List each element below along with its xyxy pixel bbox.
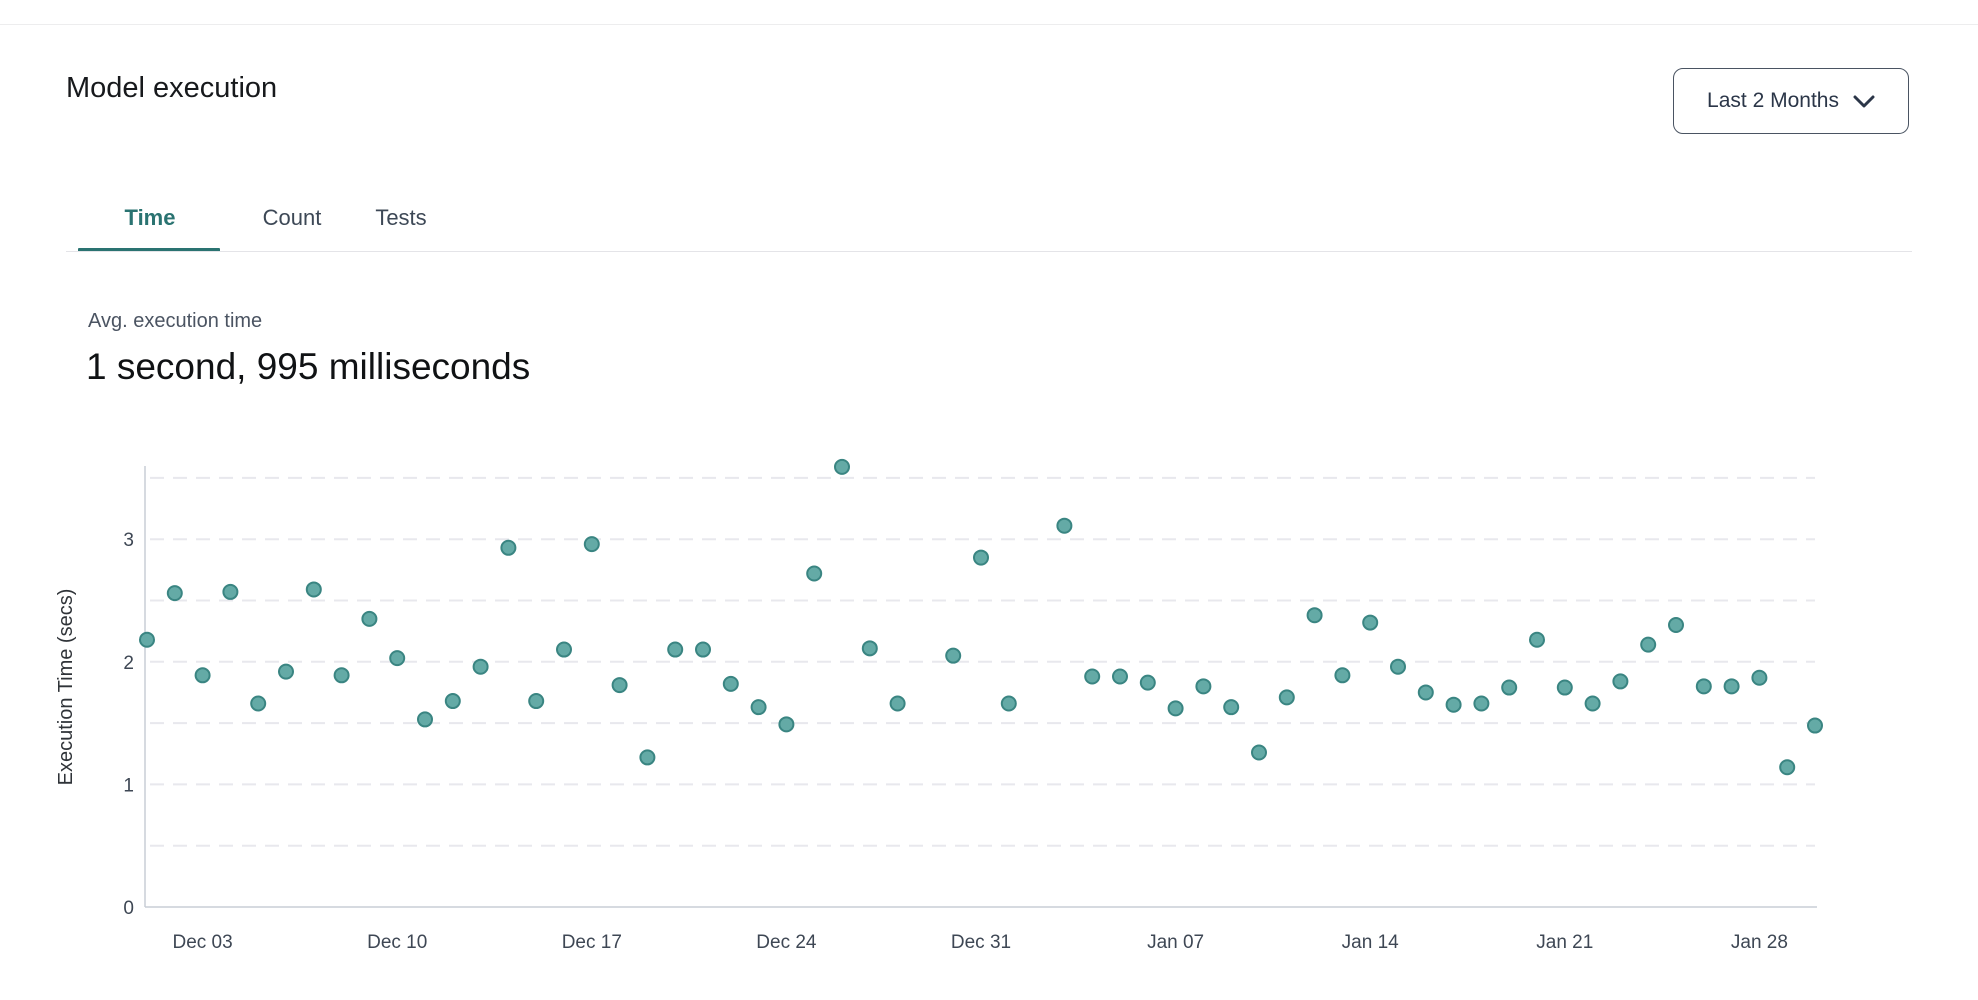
data-point[interactable] bbox=[1112, 668, 1128, 685]
y-tick-label: 1 bbox=[123, 775, 134, 796]
data-point[interactable] bbox=[361, 610, 378, 627]
data-point[interactable] bbox=[973, 549, 989, 566]
data-point[interactable] bbox=[1334, 667, 1351, 684]
data-point[interactable] bbox=[305, 581, 322, 598]
data-point[interactable] bbox=[1167, 700, 1184, 717]
data-point[interactable] bbox=[611, 677, 628, 694]
data-point[interactable] bbox=[1278, 689, 1295, 706]
data-point[interactable] bbox=[222, 583, 239, 600]
data-point[interactable] bbox=[1445, 696, 1462, 713]
data-point[interactable] bbox=[139, 631, 155, 648]
x-tick-label: Dec 24 bbox=[756, 932, 817, 953]
page-title: Model execution bbox=[66, 72, 278, 104]
data-point[interactable] bbox=[639, 749, 656, 766]
data-point[interactable] bbox=[1556, 679, 1573, 696]
y-tick-label: 0 bbox=[123, 898, 134, 919]
avg-execution-time-value: 1 second, 995 milliseconds bbox=[86, 346, 531, 387]
x-tick-label: Jan 07 bbox=[1147, 932, 1204, 953]
data-point[interactable] bbox=[583, 536, 600, 553]
top-divider bbox=[0, 24, 1978, 25]
data-point[interactable] bbox=[1501, 679, 1518, 696]
data-point[interactable] bbox=[1473, 695, 1490, 712]
data-point[interactable] bbox=[1195, 678, 1212, 695]
data-point[interactable] bbox=[1417, 684, 1434, 701]
x-tick-label: Dec 10 bbox=[367, 932, 427, 953]
data-point[interactable] bbox=[806, 565, 823, 582]
data-point[interactable] bbox=[389, 650, 406, 667]
data-point[interactable] bbox=[750, 699, 767, 716]
data-point[interactable] bbox=[1640, 636, 1657, 653]
data-point[interactable] bbox=[278, 663, 294, 680]
data-point[interactable] bbox=[834, 458, 850, 475]
data-point[interactable] bbox=[1807, 717, 1823, 734]
data-point[interactable] bbox=[472, 658, 489, 675]
tab-tests[interactable]: Tests bbox=[375, 205, 427, 230]
data-point[interactable] bbox=[1668, 617, 1684, 634]
y-tick-label: 3 bbox=[123, 530, 134, 551]
data-point[interactable] bbox=[500, 539, 517, 556]
data-point[interactable] bbox=[1390, 658, 1406, 675]
x-tick-label: Dec 03 bbox=[172, 932, 232, 953]
data-point[interactable] bbox=[667, 641, 684, 658]
data-point[interactable] bbox=[250, 695, 267, 712]
data-point[interactable] bbox=[444, 693, 461, 710]
data-point[interactable] bbox=[1751, 669, 1768, 686]
tab-count[interactable]: Count bbox=[262, 205, 322, 230]
data-point[interactable] bbox=[556, 641, 572, 658]
x-tick-label: Jan 21 bbox=[1536, 932, 1593, 953]
data-point[interactable] bbox=[722, 675, 739, 692]
data-point[interactable] bbox=[1584, 695, 1601, 712]
data-point[interactable] bbox=[1529, 631, 1545, 648]
x-tick-label: Jan 28 bbox=[1731, 932, 1788, 953]
data-point[interactable] bbox=[194, 667, 211, 684]
data-point[interactable] bbox=[1056, 517, 1073, 534]
data-point[interactable] bbox=[889, 695, 906, 712]
data-point[interactable] bbox=[333, 667, 350, 684]
active-tab-indicator bbox=[78, 248, 220, 252]
tab-time[interactable]: Time bbox=[124, 205, 176, 230]
data-point[interactable] bbox=[1139, 674, 1156, 691]
x-tick-label: Dec 31 bbox=[951, 932, 1011, 953]
chevron-down-icon bbox=[1853, 95, 1875, 107]
avg-execution-time-label: Avg. execution time bbox=[88, 310, 263, 332]
data-point[interactable] bbox=[1362, 614, 1379, 631]
data-point[interactable] bbox=[1000, 695, 1017, 712]
data-point[interactable] bbox=[861, 640, 878, 657]
x-tick-label: Dec 17 bbox=[562, 932, 622, 953]
data-point[interactable] bbox=[1306, 607, 1323, 624]
execution-time-scatter-chart: 0 1 2 3 Dec 03 Dec 10 Dec 17 Dec 24 Dec 31 Jan 07… bbox=[55, 458, 1823, 953]
data-point[interactable] bbox=[1695, 678, 1712, 695]
data-point[interactable] bbox=[1223, 699, 1240, 716]
data-point[interactable] bbox=[945, 647, 962, 664]
y-tick-label: 2 bbox=[123, 653, 134, 674]
data-point[interactable] bbox=[778, 716, 795, 733]
x-tick-label: Jan 14 bbox=[1342, 932, 1399, 953]
data-point[interactable] bbox=[166, 585, 183, 602]
data-point[interactable] bbox=[1251, 744, 1267, 761]
date-range-label: Last 2 Months bbox=[1707, 89, 1839, 112]
data-point[interactable] bbox=[1612, 673, 1629, 690]
tab-divider bbox=[66, 251, 1912, 252]
data-point[interactable] bbox=[1084, 668, 1101, 685]
data-point[interactable] bbox=[695, 641, 711, 658]
date-range-dropdown[interactable]: Last 2 Months bbox=[1673, 68, 1909, 134]
data-point[interactable] bbox=[528, 693, 545, 710]
data-point[interactable] bbox=[1779, 759, 1796, 776]
y-axis-title: Execution Time (secs) bbox=[55, 589, 77, 786]
data-point[interactable] bbox=[1723, 678, 1740, 695]
data-point[interactable] bbox=[417, 711, 433, 728]
